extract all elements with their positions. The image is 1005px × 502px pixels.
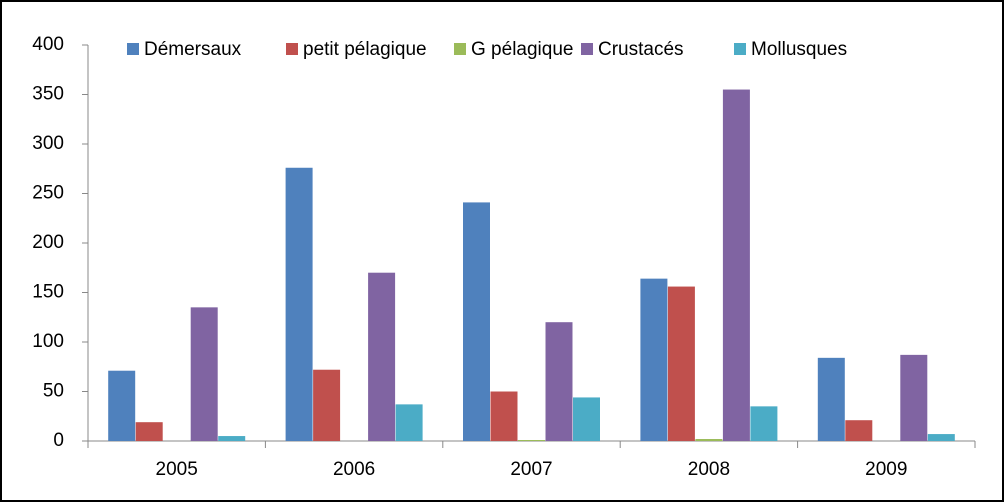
legend-label: Démersaux bbox=[144, 39, 242, 60]
bar bbox=[695, 439, 723, 441]
y-tick-label: 250 bbox=[32, 183, 64, 204]
y-tick-label: 200 bbox=[32, 232, 64, 253]
bar bbox=[640, 278, 668, 441]
bar bbox=[900, 354, 928, 441]
legend-label: petit pélagique bbox=[303, 39, 427, 60]
bar bbox=[463, 202, 490, 441]
bar bbox=[313, 369, 341, 441]
y-tick-label: 300 bbox=[32, 133, 64, 154]
x-tick-label: 2006 bbox=[333, 459, 375, 480]
x-tick-label: 2005 bbox=[156, 459, 198, 480]
bar bbox=[817, 357, 845, 441]
y-tick-label: 350 bbox=[32, 84, 64, 105]
bar bbox=[722, 89, 750, 442]
bar bbox=[285, 167, 313, 441]
bar bbox=[845, 420, 873, 441]
bar bbox=[927, 434, 955, 441]
y-tick-label: 50 bbox=[43, 381, 64, 402]
bar bbox=[518, 440, 545, 441]
y-tick-label: 100 bbox=[32, 331, 64, 352]
legend-swatch bbox=[127, 43, 139, 55]
bar bbox=[190, 307, 218, 441]
bar bbox=[667, 286, 695, 441]
bar bbox=[395, 404, 423, 441]
bar bbox=[135, 422, 163, 441]
legend-swatch bbox=[454, 43, 466, 55]
legend-label: Crustacés bbox=[598, 39, 684, 60]
bar bbox=[218, 436, 246, 441]
bar bbox=[750, 406, 778, 441]
bar bbox=[108, 370, 136, 441]
legend-swatch bbox=[286, 43, 298, 55]
legend-swatch bbox=[581, 43, 593, 55]
bar bbox=[368, 272, 396, 441]
legend-swatch bbox=[734, 43, 746, 55]
y-tick-label: 0 bbox=[53, 430, 64, 451]
bar bbox=[490, 391, 518, 441]
legend-label: Mollusques bbox=[751, 39, 847, 60]
bar bbox=[545, 322, 573, 441]
x-tick-label: 2009 bbox=[865, 459, 907, 480]
legend-label: G pélagique bbox=[471, 39, 573, 60]
x-tick-label: 2008 bbox=[688, 459, 730, 480]
y-tick-label: 400 bbox=[32, 34, 64, 55]
y-tick-label: 150 bbox=[32, 282, 64, 303]
bar bbox=[573, 397, 600, 441]
x-tick-label: 2007 bbox=[510, 459, 552, 480]
